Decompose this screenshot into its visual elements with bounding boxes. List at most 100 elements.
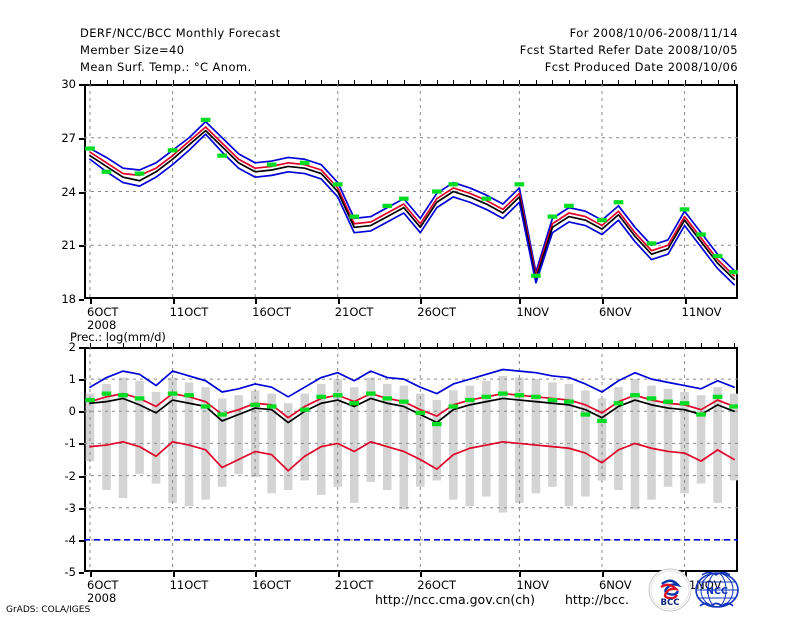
- temperature-x-minor-tick: [535, 80, 537, 84]
- precipitation-plot-svg: [84, 347, 738, 572]
- precipitation-x-minor-tick: [601, 343, 603, 347]
- temperature-y-tick-mark: [79, 191, 84, 194]
- precipitation-x-minor-tick: [618, 343, 620, 347]
- header-produced-date: Fcst Produced Date 2008/10/06: [544, 60, 738, 74]
- precipitation-panel-title: Prec.: log(mm/d): [70, 330, 166, 344]
- precipitation-x-minor-tick: [337, 343, 339, 347]
- precipitation-x-minor-tick: [717, 343, 719, 347]
- temperature-x-minor-tick: [156, 80, 158, 84]
- precipitation-x-tick-label: 6NOV: [598, 578, 632, 592]
- temperature-x-minor-tick: [601, 80, 603, 84]
- precipitation-x-tick-mark: [519, 572, 522, 577]
- precipitation-y-tick-label: -1: [64, 436, 76, 451]
- grads-credit: GrADS: COLA/IGES: [6, 605, 91, 615]
- temperature-x-tick-mark: [172, 299, 175, 304]
- temperature-x-tick-mark: [684, 299, 687, 304]
- precipitation-x-tick-label: 26OCT: [417, 578, 457, 592]
- header-forecast-range: For 2008/10/06-2008/11/14: [569, 26, 738, 40]
- precipitation-y-tick-mark: [79, 379, 84, 382]
- precipitation-x-minor-tick: [403, 343, 405, 347]
- precipitation-y-tick-label: -2: [64, 468, 76, 483]
- temperature-x-minor-tick: [337, 80, 339, 84]
- precipitation-x-minor-tick: [255, 343, 257, 347]
- precipitation-x-minor-tick: [90, 343, 91, 347]
- precipitation-x-minor-tick: [354, 343, 356, 347]
- temperature-x-minor-tick: [635, 80, 636, 84]
- temperature-x-minor-tick: [668, 80, 670, 84]
- temperature-x-tick-mark: [337, 299, 340, 304]
- precipitation-x-minor-tick: [651, 343, 653, 347]
- precipitation-x-tick-mark: [337, 572, 340, 577]
- precipitation-x-tick-mark: [420, 572, 423, 577]
- temperature-y-tick-label: 21: [61, 238, 76, 253]
- temperature-x-minor-tick: [469, 80, 471, 84]
- precipitation-y-tick-mark: [79, 539, 84, 542]
- precipitation-x-tick-mark: [90, 572, 92, 577]
- precipitation-x-minor-tick: [271, 343, 273, 347]
- precipitation-x-minor-tick: [222, 343, 224, 347]
- precipitation-panel: [84, 347, 738, 572]
- temperature-plot-svg: [84, 84, 738, 299]
- precipitation-x-tick-label: 21OCT: [334, 578, 374, 592]
- temperature-x-axis-year: 2008: [87, 318, 117, 332]
- temperature-y-tick-label: 27: [61, 130, 76, 145]
- temperature-panel: [84, 84, 738, 299]
- precipitation-x-minor-tick: [321, 343, 323, 347]
- url-ncc[interactable]: http://ncc.cma.gov.cn(ch): [375, 592, 535, 607]
- temperature-x-minor-tick: [585, 80, 587, 84]
- temperature-x-minor-tick: [453, 80, 455, 84]
- header-member-size: Member Size=40: [80, 43, 185, 57]
- precipitation-x-minor-tick: [684, 343, 686, 347]
- bcc-logo-text: BCC: [661, 598, 680, 608]
- precipitation-x-minor-tick: [635, 343, 636, 347]
- precipitation-y-tick-label: 2: [68, 340, 76, 354]
- precipitation-x-axis-year: 2008: [87, 591, 117, 605]
- temperature-x-tick-label: 6OCT: [87, 305, 119, 319]
- temperature-x-minor-tick: [222, 80, 224, 84]
- precipitation-x-minor-tick: [519, 343, 521, 347]
- temperature-x-minor-tick: [684, 80, 686, 84]
- url-bcc[interactable]: http://bcc.: [565, 592, 629, 607]
- precipitation-x-minor-tick: [387, 343, 389, 347]
- temperature-x-minor-tick: [123, 80, 125, 84]
- precipitation-x-tick-mark: [601, 572, 604, 577]
- precipitation-x-minor-tick: [189, 343, 191, 347]
- precipitation-y-tick-label: -5: [64, 565, 76, 579]
- header-variable-label: Mean Surf. Temp.: °C Anom.: [80, 60, 252, 74]
- temperature-x-minor-tick: [519, 80, 521, 84]
- temperature-x-minor-tick: [370, 80, 372, 84]
- precipitation-x-minor-tick: [123, 343, 125, 347]
- temperature-x-tick-label: 1NOV: [516, 305, 550, 319]
- precipitation-x-tick-mark: [172, 572, 175, 577]
- precipitation-y-tick-mark: [79, 347, 84, 349]
- precipitation-x-minor-tick: [370, 343, 372, 347]
- temperature-x-tick-label: 16OCT: [252, 305, 291, 319]
- precipitation-y-tick-label: 1: [68, 372, 76, 387]
- precipitation-y-tick-mark: [79, 572, 84, 574]
- temperature-x-minor-tick: [436, 80, 438, 84]
- temperature-x-minor-tick: [304, 80, 306, 84]
- temperature-x-minor-tick: [502, 80, 504, 84]
- temperature-y-tick-label: 24: [61, 184, 76, 199]
- temperature-x-minor-tick: [321, 80, 323, 84]
- temperature-x-tick-mark: [420, 299, 423, 304]
- header-refer-date: Fcst Started Refer Date 2008/10/05: [519, 43, 738, 57]
- precipitation-x-minor-tick: [205, 343, 207, 347]
- precipitation-x-tick-label: 11OCT: [169, 578, 209, 592]
- precipitation-x-minor-tick: [568, 343, 570, 347]
- precipitation-y-tick-mark: [79, 443, 84, 446]
- temperature-x-minor-tick: [106, 80, 108, 84]
- precipitation-x-minor-tick: [288, 343, 290, 347]
- precipitation-x-minor-tick: [106, 343, 108, 347]
- temperature-x-minor-tick: [568, 80, 570, 84]
- precipitation-y-tick-mark: [79, 475, 84, 478]
- precipitation-x-tick-label: 1NOV: [516, 578, 550, 592]
- temperature-x-tick-label: 6NOV: [598, 305, 632, 319]
- temperature-x-minor-tick: [618, 80, 620, 84]
- ncc-logo: NCC: [694, 568, 740, 612]
- precipitation-x-minor-tick: [734, 343, 736, 347]
- precipitation-x-minor-tick: [420, 343, 422, 347]
- temperature-x-minor-tick: [205, 80, 207, 84]
- temperature-x-minor-tick: [651, 80, 653, 84]
- precipitation-x-minor-tick: [436, 343, 438, 347]
